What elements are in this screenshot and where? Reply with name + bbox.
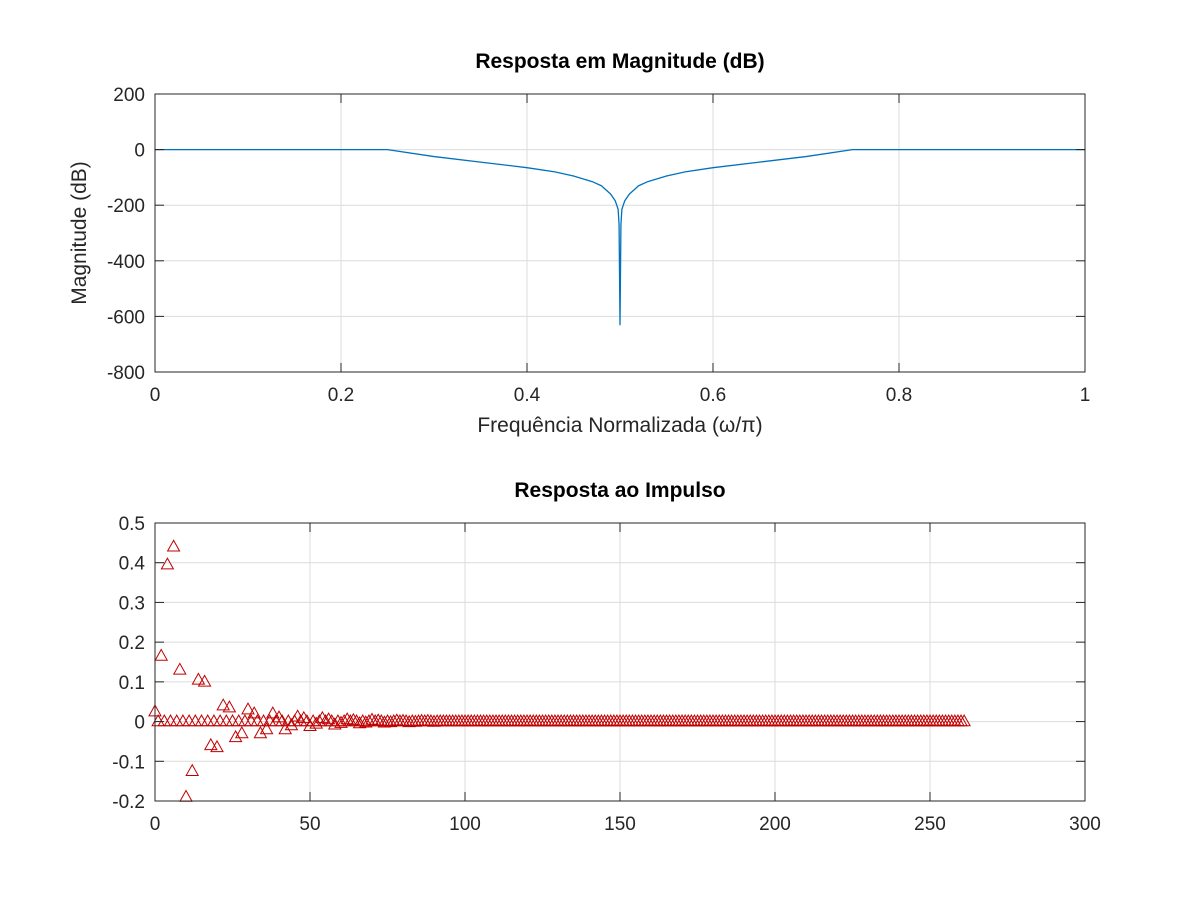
- plot0-y-tick-label: -600: [107, 307, 145, 328]
- plot0-y-tick-label: 0: [134, 141, 145, 162]
- plot1-x-tick-label: 300: [1069, 814, 1101, 835]
- plot1-data-point-marker: [278, 721, 293, 735]
- plot1-x-tick-label: 50: [299, 814, 320, 835]
- plot0-x-tick-label: 0.8: [886, 385, 912, 406]
- plot0-x-tick-label: 0.6: [700, 385, 726, 406]
- magnitude-axes-box: [154, 93, 1086, 373]
- plot1-y-tick-label: 0.1: [119, 673, 145, 694]
- plot0-series-line: [155, 148, 1085, 326]
- plot1-data-point-marker: [265, 706, 280, 719]
- plot0-y-tick-label: -200: [107, 196, 145, 217]
- plot1-data-point-marker: [327, 717, 342, 730]
- plot1-data-point-marker: [185, 763, 200, 776]
- plot1-data-point-marker: [210, 739, 224, 753]
- impulse-ticks: 0 50 100 150 200 250 300 -0.2 -0.1 0 0.1 0.2 0.3 0.4 0…: [112, 514, 1101, 835]
- plot1-data-point-marker: [340, 712, 355, 725]
- plot1-data-point-marker: [247, 706, 262, 719]
- magnitude-response-plot: 0 0.2 0.4 0.6 0.8 1 -800 -600 -400 -200 0 200 Respo…: [68, 50, 1090, 437]
- plot1-data-point-marker: [154, 648, 169, 661]
- plot1-data-point-marker: [321, 712, 336, 725]
- plot1-data-point-marker: [160, 557, 175, 570]
- magnitude-x-axis-label: Frequência Normalizada (ω/π): [477, 414, 762, 437]
- plot1-x-tick-label: 200: [759, 814, 791, 835]
- plot1-data-point-marker: [253, 725, 268, 739]
- plot1-y-tick-label: 0.4: [119, 554, 146, 575]
- plot1-x-tick-label: 100: [449, 814, 481, 835]
- plot1-y-tick-label: 0.5: [119, 514, 145, 535]
- magnitude-data: [155, 148, 1085, 326]
- plot1-y-tick-label: 0.2: [119, 633, 145, 654]
- plot1-x-tick-label: 0: [150, 814, 161, 835]
- plot1-data-point-marker: [172, 662, 187, 675]
- plot1-data-point-marker: [197, 674, 212, 687]
- magnitude-ticks: 0 0.2 0.4 0.6 0.8 1 -800 -600 -400 -200 0 200: [107, 85, 1090, 406]
- plot1-data-point-marker: [334, 715, 348, 728]
- impulse-response-plot: 0 50 100 150 200 250 300 -0.2 -0.1 0 0.1 0.2 0.3 0.4 0…: [112, 479, 1101, 835]
- plot1-data-point-marker: [191, 672, 206, 685]
- plot1-data-point-marker: [284, 718, 299, 731]
- plot1-data-point-marker: [203, 737, 218, 751]
- magnitude-axes-background: [155, 94, 1085, 372]
- plot1-data-point-marker: [222, 700, 237, 713]
- plot1-y-tick-label: -0.1: [112, 752, 145, 773]
- magnitude-chart-title: Resposta em Magnitude (dB): [475, 50, 764, 73]
- plot1-y-tick-label: 0.3: [119, 593, 145, 614]
- plot0-y-tick-label: 200: [113, 85, 145, 106]
- plot1-data-point-marker: [166, 539, 181, 552]
- plot1-data-point-marker: [383, 714, 398, 728]
- plot1-data-point-marker: [365, 712, 379, 725]
- plot0-x-tick-label: 1: [1080, 385, 1091, 406]
- plot0-y-tick-label: -400: [107, 252, 145, 273]
- plot0-x-tick-label: 0.2: [328, 385, 354, 406]
- plot1-data-point-marker: [371, 713, 386, 726]
- magnitude-y-axis-label: Magnitude (dB): [68, 161, 91, 305]
- plot0-x-tick-label: 0.4: [514, 385, 541, 406]
- plot1-data-point-marker: [358, 715, 373, 728]
- plot1-y-tick-label: 0: [134, 713, 145, 734]
- plot1-data-point-marker: [957, 714, 971, 727]
- plot1-data-point-marker: [346, 712, 361, 726]
- plot1-data-point-marker: [272, 710, 286, 723]
- plot1-x-tick-label: 250: [914, 814, 946, 835]
- plot1-x-tick-label: 150: [604, 814, 636, 835]
- plot1-data-point-marker: [315, 710, 330, 724]
- plot0-x-tick-label: 0: [150, 385, 161, 406]
- plot1-data-point-marker: [216, 698, 231, 711]
- impulse-chart-title: Resposta ao Impulso: [514, 479, 725, 502]
- plot1-y-tick-label: -0.2: [112, 792, 145, 813]
- impulse-data: [148, 539, 971, 802]
- plot1-data-point-marker: [234, 725, 249, 739]
- plot1-data-point-marker: [241, 702, 255, 715]
- plot0-y-tick-label: -800: [107, 363, 145, 384]
- plot1-data-point-marker: [296, 710, 311, 724]
- plot1-data-point-marker: [228, 729, 243, 743]
- plot1-data-point-marker: [259, 721, 274, 735]
